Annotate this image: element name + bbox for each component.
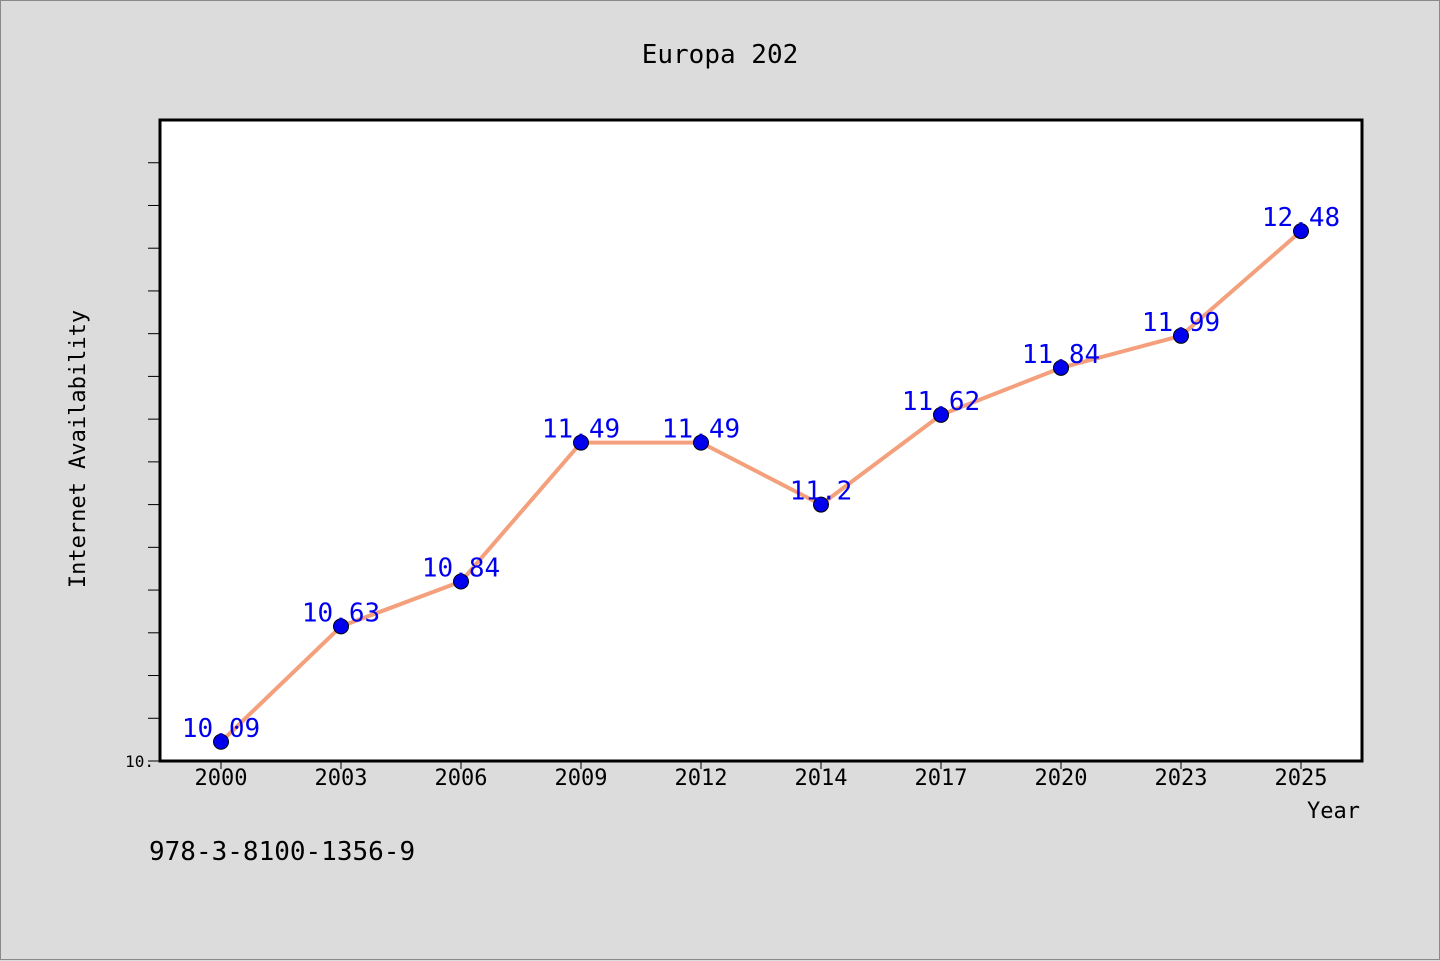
data-label: 12.48 [1262, 203, 1340, 233]
data-label: 10.09 [182, 714, 260, 744]
series-line [219, 229, 1303, 744]
x-tick-label: 2000 [195, 766, 248, 791]
x-tick-label: 2025 [1275, 766, 1328, 791]
data-label: 11.99 [1142, 308, 1220, 338]
plot-area [158, 118, 1364, 763]
data-label: 11.84 [1022, 340, 1100, 370]
data-label: 10.63 [302, 598, 380, 628]
x-tick-label: 2009 [555, 766, 608, 791]
x-tick-label: 2006 [435, 766, 488, 791]
x-tick-label: 2017 [915, 766, 968, 791]
data-point [453, 573, 469, 590]
y-axis-label: Internet Availability [66, 310, 91, 588]
x-tick-label: 2014 [795, 766, 848, 791]
data-label: 11.49 [542, 415, 620, 445]
data-label: 11.62 [902, 387, 980, 417]
x-tick-label: 2012 [675, 766, 728, 791]
chart-title: Europa 202 [642, 40, 799, 70]
footnote-isbn: 978-3-8100-1356-9 [149, 837, 416, 867]
data-point [573, 434, 589, 451]
data-point [1173, 327, 1189, 344]
data-point [1293, 223, 1309, 240]
data-point [213, 733, 229, 750]
data-label: 11.2 [790, 477, 853, 507]
data-label: 10.84 [422, 554, 500, 584]
x-axis-ticks: 2000 2003 2006 2009 2012 2014 2017 2020 2023 2025 [195, 761, 1328, 791]
x-tick-label: 2023 [1155, 766, 1208, 791]
data-point [333, 618, 349, 635]
data-point [693, 434, 709, 451]
x-tick-label: 2020 [1035, 766, 1088, 791]
x-tick-label: 2003 [315, 766, 368, 791]
x-axis-label: Year [1307, 799, 1360, 824]
data-point [813, 496, 829, 513]
series-layer: 10.09 10.63 10.84 11.49 11.49 11.2 11.62 11.84 1… [182, 203, 1340, 750]
y-axis-tick-label: 10. [125, 752, 154, 771]
data-point [933, 406, 949, 423]
y-axis-ticks [148, 162, 160, 762]
data-label: 11.49 [662, 415, 740, 445]
data-point [1053, 359, 1069, 376]
